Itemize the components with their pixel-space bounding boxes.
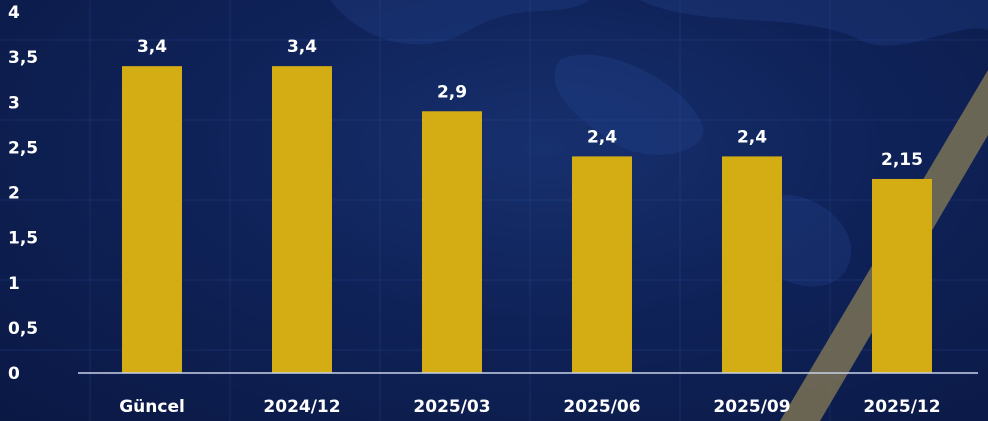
y-tick-label: 1,5 [8, 229, 38, 249]
value-labels: 3,4 3,4 2,9 2,4 2,4 2,15 [137, 37, 923, 170]
bar-value-label: 2,4 [737, 127, 767, 147]
y-axis-ticks: 0 0,5 1 1,5 2 2,5 3 3,5 4 [8, 3, 38, 384]
y-tick-label: 0 [8, 364, 20, 384]
x-tick-label: 2025/06 [563, 397, 640, 417]
x-axis-labels: Güncel 2024/12 2025/03 2025/06 2025/09 2025/1… [119, 397, 940, 417]
bar-value-label: 2,4 [587, 127, 617, 147]
bar [272, 66, 332, 374]
bar [122, 66, 182, 374]
x-tick-label: 2025/12 [863, 397, 940, 417]
y-tick-label: 3 [8, 93, 20, 113]
y-tick-label: 3,5 [8, 48, 38, 68]
bar-value-label: 3,4 [287, 37, 317, 57]
bars [122, 66, 932, 374]
x-tick-label: 2025/03 [413, 397, 490, 417]
x-tick-label: Güncel [119, 397, 185, 417]
x-tick-label: 2025/09 [713, 397, 790, 417]
bar [872, 178, 932, 373]
bar [572, 156, 632, 373]
y-tick-label: 0,5 [8, 319, 38, 339]
bar-value-label: 2,9 [437, 82, 467, 102]
y-tick-label: 1 [8, 274, 20, 294]
x-tick-label: 2024/12 [263, 397, 340, 417]
bar-value-label: 2,15 [881, 150, 923, 170]
bar [722, 156, 782, 373]
background-map-shapes [330, 0, 988, 287]
bar-value-label: 3,4 [137, 37, 167, 57]
y-tick-label: 4 [8, 3, 20, 23]
bar [422, 111, 482, 374]
y-tick-label: 2,5 [8, 138, 38, 158]
y-tick-label: 2 [8, 184, 20, 204]
